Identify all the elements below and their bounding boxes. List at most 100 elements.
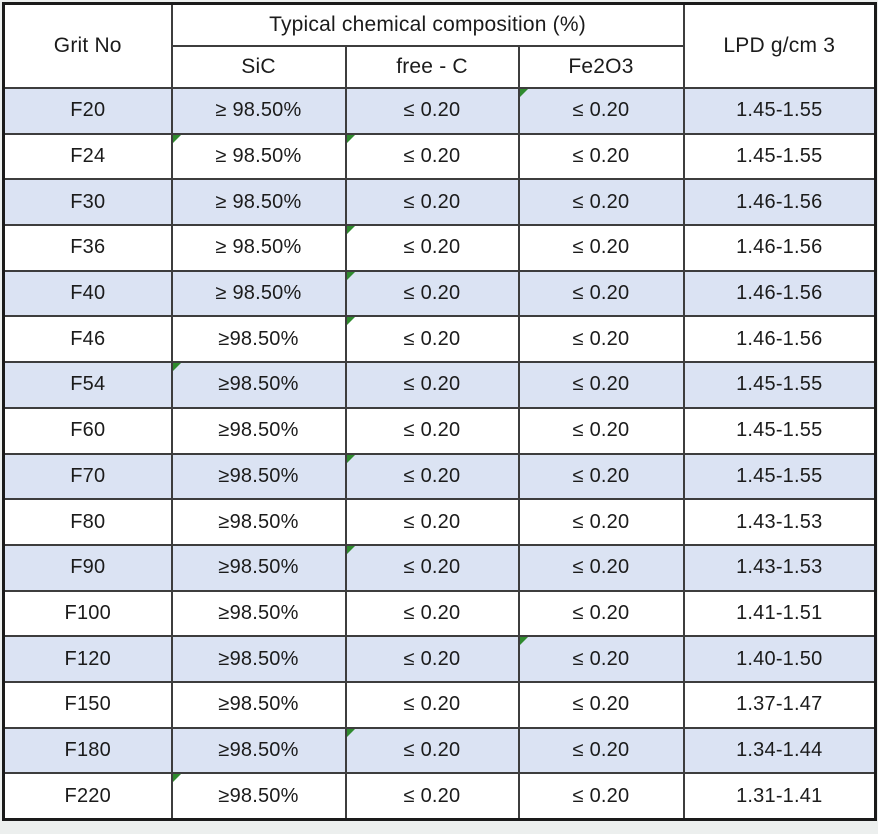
lpd-cell: 1.45-1.55: [682, 452, 877, 501]
sic-cell: ≥ 98.50%: [170, 224, 347, 272]
grit-cell: F46: [2, 315, 173, 364]
fe2o3-cell: ≤ 0.20: [517, 498, 685, 546]
fe2o3-cell: ≤ 0.20: [517, 772, 685, 821]
cell-corner-marker-icon: [346, 271, 355, 280]
fe2o3-cell: ≤ 0.20: [517, 589, 685, 638]
table-row: F180 ≥98.50% ≤ 0.20 ≤ 0.20 1.34-1.44: [2, 726, 877, 775]
sic-cell: ≥98.50%: [170, 543, 347, 592]
free-c-value: ≤ 0.20: [403, 236, 461, 259]
sic-cell: ≥98.50%: [170, 726, 347, 775]
table-row: F150 ≥98.50% ≤ 0.20 ≤ 0.20 1.37-1.47: [2, 680, 877, 729]
free-c-value: ≤ 0.20: [403, 464, 461, 487]
free-c-cell: ≤ 0.20: [344, 178, 520, 227]
table-row: F220 ≥98.50% ≤ 0.20 ≤ 0.20 1.31-1.41: [2, 772, 877, 821]
sic-cell: ≥98.50%: [170, 680, 347, 729]
fe2o3-cell: ≤ 0.20: [517, 361, 685, 409]
table-row: F36 ≥ 98.50% ≤ 0.20 ≤ 0.20 1.46-1.56: [2, 224, 877, 272]
cell-corner-marker-icon: [346, 226, 355, 235]
cell-corner-marker-icon: [346, 545, 355, 554]
cell-corner-marker-icon: [346, 728, 355, 737]
table-row: F46 ≥98.50% ≤ 0.20 ≤ 0.20 1.46-1.56: [2, 315, 877, 364]
cell-corner-marker-icon: [172, 134, 181, 143]
fe2o3-cell: ≤ 0.20: [517, 315, 685, 364]
free-c-cell: ≤ 0.20: [344, 452, 520, 501]
fe2o3-cell: ≤ 0.20: [517, 452, 685, 501]
grit-cell: F150: [2, 680, 173, 729]
free-c-cell: ≤ 0.20: [344, 772, 520, 821]
cell-corner-marker-icon: [172, 774, 181, 783]
sic-cell: ≥98.50%: [170, 361, 347, 409]
table-row: F40 ≥ 98.50% ≤ 0.20 ≤ 0.20 1.46-1.56: [2, 269, 877, 318]
lpd-cell: 1.45-1.55: [682, 132, 877, 181]
grit-cell: F60: [2, 406, 173, 455]
lpd-cell: 1.31-1.41: [682, 772, 877, 821]
grit-cell: F36: [2, 224, 173, 272]
fe2o3-cell: ≤ 0.20: [517, 87, 685, 135]
sic-cell: ≥ 98.50%: [170, 132, 347, 181]
lpd-cell: 1.40-1.50: [682, 635, 877, 683]
free-c-cell: ≤ 0.20: [344, 589, 520, 638]
sic-value: ≥ 98.50%: [215, 145, 302, 168]
fe2o3-cell: ≤ 0.20: [517, 680, 685, 729]
fe2o3-value: ≤ 0.20: [572, 647, 630, 670]
cell-corner-marker-icon: [346, 454, 355, 463]
table-row: F30 ≥ 98.50% ≤ 0.20 ≤ 0.20 1.46-1.56: [2, 178, 877, 227]
lpd-cell: 1.45-1.55: [682, 87, 877, 135]
table-row: F100 ≥98.50% ≤ 0.20 ≤ 0.20 1.41-1.51: [2, 589, 877, 638]
table-row: F20 ≥ 98.50% ≤ 0.20 ≤ 0.20 1.45-1.55: [2, 87, 877, 135]
table-row: F54 ≥98.50% ≤ 0.20 ≤ 0.20 1.45-1.55: [2, 361, 877, 409]
sic-cell: ≥98.50%: [170, 589, 347, 638]
fe2o3-cell: ≤ 0.20: [517, 224, 685, 272]
column-header-fe2o3: Fe2O3: [517, 45, 685, 89]
table-row: F90 ≥98.50% ≤ 0.20 ≤ 0.20 1.43-1.53: [2, 543, 877, 592]
free-c-value: ≤ 0.20: [403, 327, 461, 350]
column-header-composition-group: Typical chemical composition (%): [170, 2, 685, 47]
grit-cell: F120: [2, 635, 173, 683]
fe2o3-cell: ≤ 0.20: [517, 269, 685, 318]
free-c-cell: ≤ 0.20: [344, 224, 520, 272]
lpd-cell: 1.46-1.56: [682, 178, 877, 227]
lpd-cell: 1.46-1.56: [682, 224, 877, 272]
grit-cell: F220: [2, 772, 173, 821]
free-c-cell: ≤ 0.20: [344, 87, 520, 135]
sic-value: ≥98.50%: [218, 784, 299, 807]
sic-value: ≥98.50%: [218, 373, 299, 396]
cell-corner-marker-icon: [172, 363, 181, 372]
sic-cell: ≥ 98.50%: [170, 178, 347, 227]
sic-cell: ≥98.50%: [170, 452, 347, 501]
sic-cell: ≥ 98.50%: [170, 269, 347, 318]
lpd-cell: 1.41-1.51: [682, 589, 877, 638]
grit-cell: F70: [2, 452, 173, 501]
cell-corner-marker-icon: [346, 317, 355, 326]
table-row: F24 ≥ 98.50% ≤ 0.20 ≤ 0.20 1.45-1.55: [2, 132, 877, 181]
fe2o3-cell: ≤ 0.20: [517, 406, 685, 455]
grit-specification-table: Grit No Typical chemical composition (%)…: [2, 2, 877, 821]
lpd-cell: 1.45-1.55: [682, 406, 877, 455]
free-c-cell: ≤ 0.20: [344, 726, 520, 775]
grit-cell: F54: [2, 361, 173, 409]
cell-corner-marker-icon: [519, 89, 528, 97]
cell-corner-marker-icon: [519, 637, 528, 646]
sic-cell: ≥98.50%: [170, 498, 347, 546]
sic-cell: ≥98.50%: [170, 635, 347, 683]
free-c-cell: ≤ 0.20: [344, 361, 520, 409]
grit-cell: F180: [2, 726, 173, 775]
grit-cell: F80: [2, 498, 173, 546]
fe2o3-cell: ≤ 0.20: [517, 726, 685, 775]
grit-cell: F90: [2, 543, 173, 592]
header-row-sub: SiC free - C Fe2O3: [4, 45, 876, 89]
cell-corner-marker-icon: [346, 134, 355, 143]
free-c-cell: ≤ 0.20: [344, 269, 520, 318]
lpd-cell: 1.46-1.56: [682, 269, 877, 318]
free-c-value: ≤ 0.20: [403, 282, 461, 305]
lpd-cell: 1.43-1.53: [682, 543, 877, 592]
free-c-cell: ≤ 0.20: [344, 498, 520, 546]
grit-cell: F24: [2, 132, 173, 181]
grit-cell: F20: [2, 87, 173, 135]
lpd-cell: 1.45-1.55: [682, 361, 877, 409]
table-row: F120 ≥98.50% ≤ 0.20 ≤ 0.20 1.40-1.50: [2, 635, 877, 683]
header-row-top: Grit No Typical chemical composition (%)…: [2, 2, 877, 89]
free-c-cell: ≤ 0.20: [344, 132, 520, 181]
free-c-value: ≤ 0.20: [403, 738, 461, 761]
grit-cell: F40: [2, 269, 173, 318]
